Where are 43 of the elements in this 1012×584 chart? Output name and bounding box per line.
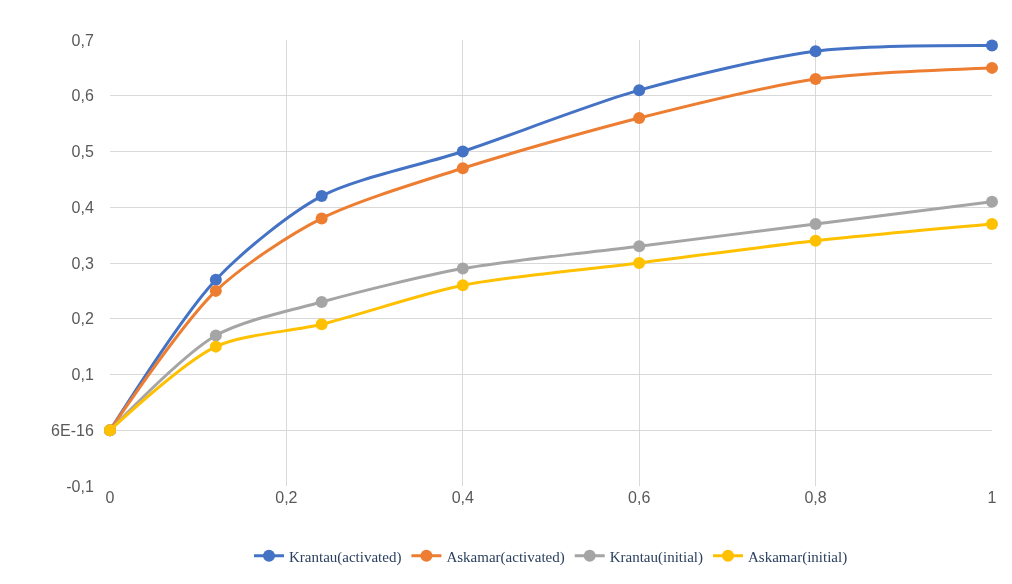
point [633,84,646,97]
y-tick-label: 6E-16 [51,421,94,439]
point [456,262,469,275]
y-tick-label: 0,4 [71,198,94,216]
y-tick-label: 0,1 [71,366,94,384]
point [809,217,822,230]
point [633,112,646,125]
point [209,273,222,286]
legend-label: Krantau(activated) [289,548,402,566]
point [986,217,998,230]
point [456,145,469,158]
point [315,318,328,331]
point [209,329,222,342]
point [986,195,998,208]
y-tick-label: 0,2 [71,310,94,328]
point [633,240,646,253]
point [633,257,646,269]
y-tick-label: 0,3 [71,254,94,272]
point [456,162,469,175]
x-tick-label: 0,8 [804,489,827,506]
y-tick-label: 0,6 [71,87,94,105]
legend-label: Askamar(initial) [748,548,848,566]
y-tick-label: 0,7 [71,31,94,49]
point [809,45,822,58]
x-tick-label: 0 [105,489,115,506]
point [315,190,328,203]
point [986,61,998,74]
point [315,296,328,309]
legend-label: Askamar(activated) [446,548,565,566]
point [315,212,328,225]
legend-label: Krantau(initial) [609,548,704,566]
y-tick-label: 0,5 [71,143,94,161]
point [209,340,222,353]
point [456,279,469,292]
y-tick-label: -0,1 [66,477,94,495]
point [986,39,998,52]
point [809,234,822,247]
point [209,284,222,297]
x-tick-label: 1 [987,489,997,506]
point [809,73,822,86]
x-tick-label: 0,4 [451,489,475,506]
x-tick-label: 0,2 [275,489,298,506]
x-tick-label: 0,6 [628,489,651,506]
